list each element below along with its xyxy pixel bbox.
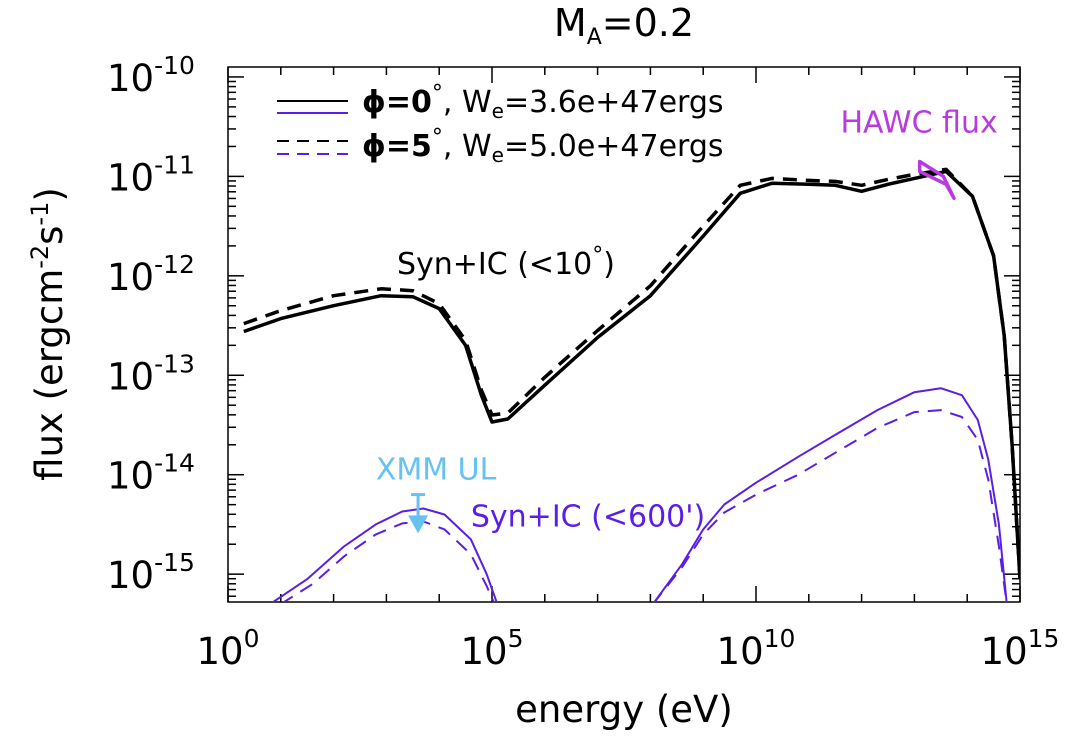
series-line-5 xyxy=(653,409,1008,602)
y-tick-exp: -14 xyxy=(154,449,195,478)
syn-ic-10-label: Syn+IC (<10°) xyxy=(397,243,615,282)
marks-layer xyxy=(408,159,956,534)
ylabel-e: ) xyxy=(28,187,71,201)
x-axis-label: energy (eV) xyxy=(515,688,733,731)
series-line-4 xyxy=(653,387,1008,602)
axis-ticks: 100 105 1010 101510-1010-1110-1210-1310-141… xyxy=(107,51,1059,673)
x-tick-exp: 0 xyxy=(244,624,260,653)
y-tick-label: 10-10 xyxy=(107,51,195,100)
x-tick-base: 10 xyxy=(717,630,764,673)
x-tick-label: 1015 xyxy=(981,624,1060,673)
title-rest: =0.2 xyxy=(602,1,694,45)
y-tick-base: 10 xyxy=(107,256,154,299)
y-tick-base: 10 xyxy=(107,355,154,398)
legend-1-phi: ϕ=0 xyxy=(362,85,432,120)
y-tick-base: 10 xyxy=(107,554,154,597)
y-tick-label: 10-13 xyxy=(107,349,195,398)
chart-title: MA=0.2 xyxy=(554,1,694,50)
legend-entry-1: ϕ=0°, We=3.6e+47ergs xyxy=(362,81,724,123)
y-tick-exp: -10 xyxy=(154,51,195,80)
y-tick-label: 10-15 xyxy=(107,548,195,597)
legend: ϕ=0°, We=3.6e+47ergs ϕ=5°, We=5.0e+47erg… xyxy=(277,81,724,167)
syn-ic-10-text: Syn+IC (<10 xyxy=(397,247,592,282)
y-tick-exp: -13 xyxy=(154,349,195,378)
legend-2-phi: ϕ=5 xyxy=(362,129,432,164)
hawc-bowtie xyxy=(917,159,956,201)
y-tick-label: 10-11 xyxy=(107,150,195,199)
plot-frame xyxy=(227,66,1021,603)
y-axis-label: flux (ergcm-2s-1) xyxy=(26,187,71,481)
legend-entry-2: ϕ=5°, We=5.0e+47ergs xyxy=(362,125,724,167)
y-tick-base: 10 xyxy=(107,156,154,199)
x-tick-exp: 10 xyxy=(764,624,796,653)
ylabel-c: s xyxy=(28,226,71,245)
y-tick-exp: -15 xyxy=(154,548,195,577)
x-tick-exp: 15 xyxy=(1028,624,1060,653)
series-layer xyxy=(243,167,1020,602)
x-tick-base: 10 xyxy=(461,630,508,673)
series-line-3 xyxy=(282,520,495,602)
y-tick-label: 10-12 xyxy=(107,250,195,299)
y-tick-exp: -12 xyxy=(154,250,195,279)
legend-1-w: , W xyxy=(443,85,492,120)
ylabel-a: flux (ergcm xyxy=(28,269,71,481)
title-base: M xyxy=(554,1,587,45)
x-tick-label: 1010 xyxy=(717,624,796,673)
xmm-ul-arrow xyxy=(408,515,429,534)
legend-2-w: , W xyxy=(443,129,492,164)
legend-1-value: =3.6e+47ergs xyxy=(504,85,724,120)
legend-1-deg: ° xyxy=(432,81,443,106)
y-tick-base: 10 xyxy=(107,455,154,498)
ylabel-b: -2 xyxy=(26,245,54,269)
series-line-1 xyxy=(243,167,1020,580)
legend-2-wsub: e xyxy=(492,143,504,167)
y-tick-label: 10-14 xyxy=(107,449,195,498)
hawc-flux-label: HAWC flux xyxy=(840,106,997,141)
legend-2-value: =5.0e+47ergs xyxy=(504,129,724,164)
ylabel-d: -1 xyxy=(26,202,54,226)
legend-1-wsub: e xyxy=(492,99,504,123)
x-tick-label: 100 xyxy=(197,624,260,673)
xmm-ul-label: XMM UL xyxy=(376,453,497,488)
x-tick-label: 105 xyxy=(461,624,524,673)
title-sub: A xyxy=(587,25,602,50)
x-tick-exp: 5 xyxy=(508,624,524,653)
syn-ic-10-deg: ° xyxy=(592,243,603,268)
legend-2-deg: ° xyxy=(432,125,443,150)
x-tick-base: 10 xyxy=(981,630,1028,673)
syn-ic-10-close: ) xyxy=(603,247,615,282)
x-tick-base: 10 xyxy=(197,630,244,673)
series-line-2 xyxy=(271,507,498,602)
y-tick-base: 10 xyxy=(107,57,154,100)
syn-ic-600-label: Syn+IC (<600') xyxy=(471,499,705,534)
y-tick-exp: -11 xyxy=(154,150,195,179)
